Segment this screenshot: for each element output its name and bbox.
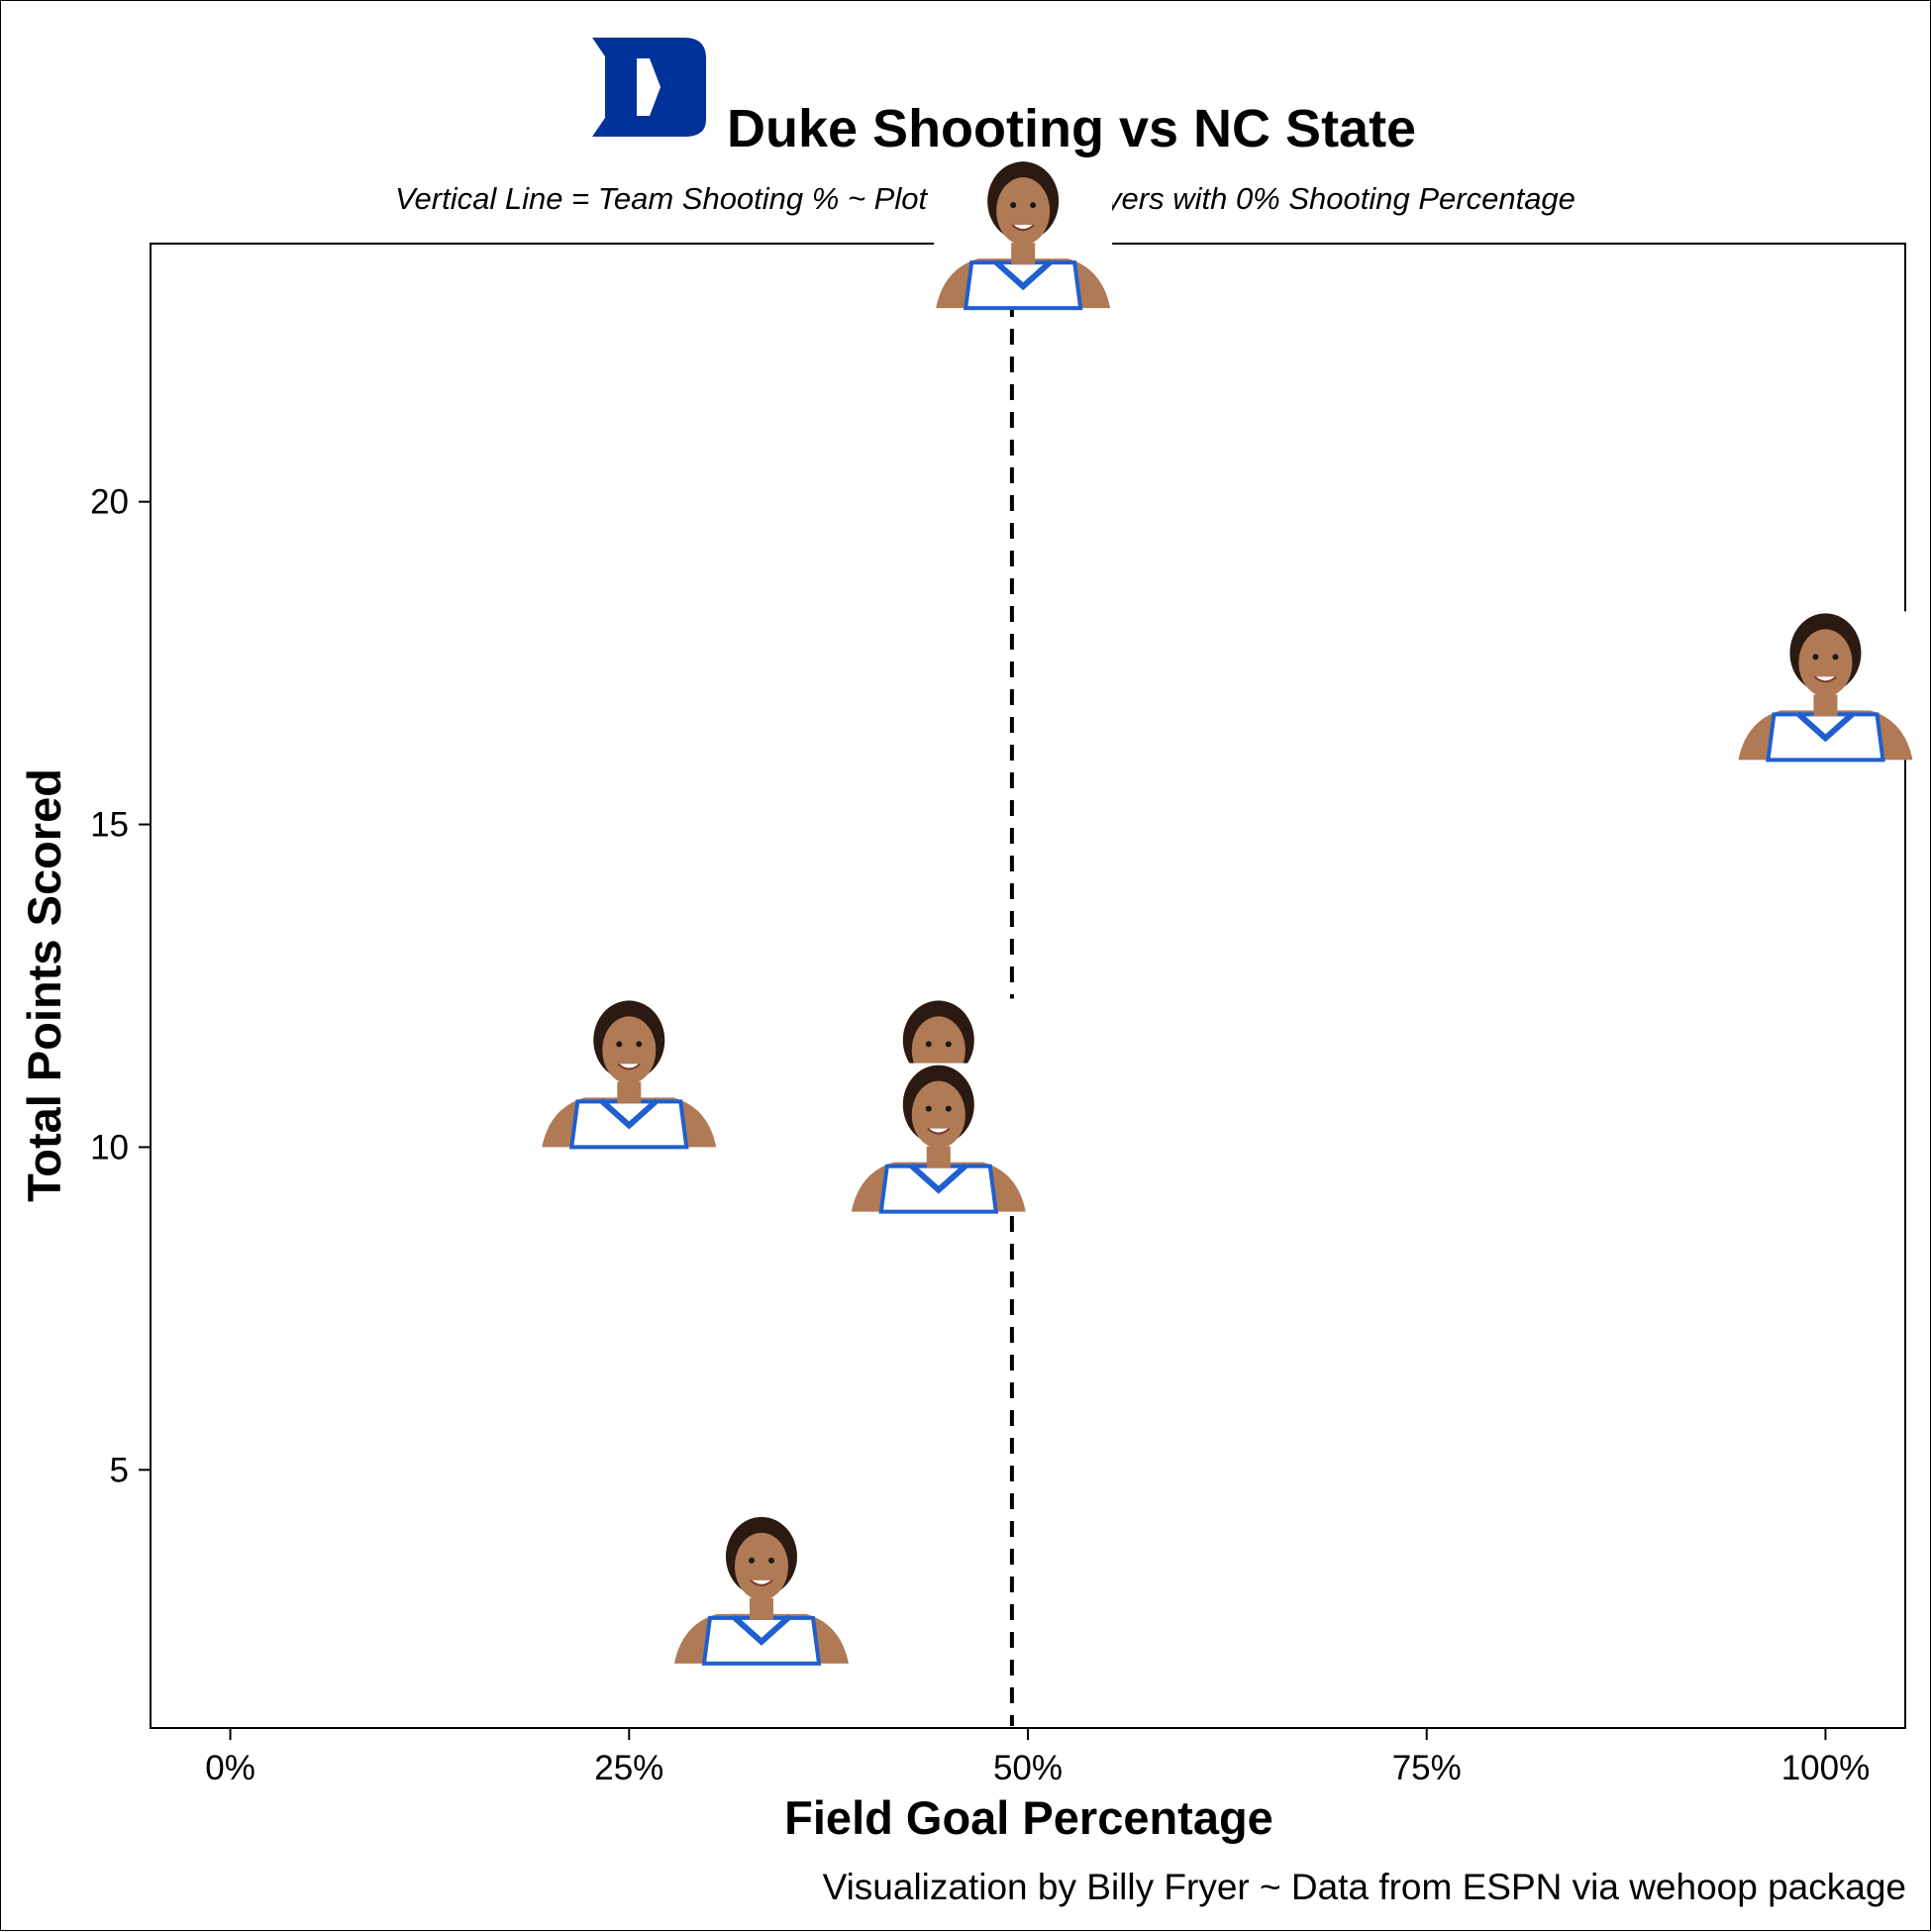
x-tick-label: 25% xyxy=(594,1749,663,1787)
chart-caption: Visualization by Billy Fryer ~ Data from… xyxy=(823,1867,1906,1907)
x-axis-title: Field Goal Percentage xyxy=(784,1791,1273,1844)
x-tick-label: 75% xyxy=(1392,1749,1462,1787)
point-player-headshot xyxy=(1736,611,1915,763)
x-tick-label: 100% xyxy=(1781,1749,1871,1787)
plot-panel xyxy=(150,243,1906,1729)
point-player-headshot xyxy=(671,1514,851,1666)
y-tick-label: 15 xyxy=(90,806,129,845)
duke-logo xyxy=(592,38,706,137)
y-tick-label: 5 xyxy=(110,1451,129,1489)
x-tick-label: 0% xyxy=(205,1749,255,1787)
y-tick-label: 20 xyxy=(90,483,129,522)
x-tick-label: 50% xyxy=(993,1749,1063,1787)
y-tick-label: 10 xyxy=(90,1128,129,1167)
chart-title: Duke Shooting vs NC State xyxy=(727,99,1416,158)
point-player-headshot xyxy=(934,159,1113,311)
y-axis-title: Total Points Scored xyxy=(18,768,70,1202)
point-player-headshot xyxy=(540,998,719,1150)
points-layer xyxy=(540,159,1915,1666)
point-player-headshot xyxy=(849,1063,1028,1214)
y-axis: 5 10 15 20 xyxy=(90,483,151,1489)
x-axis: 0% 25% 50% 75% 100% xyxy=(205,1728,1870,1787)
